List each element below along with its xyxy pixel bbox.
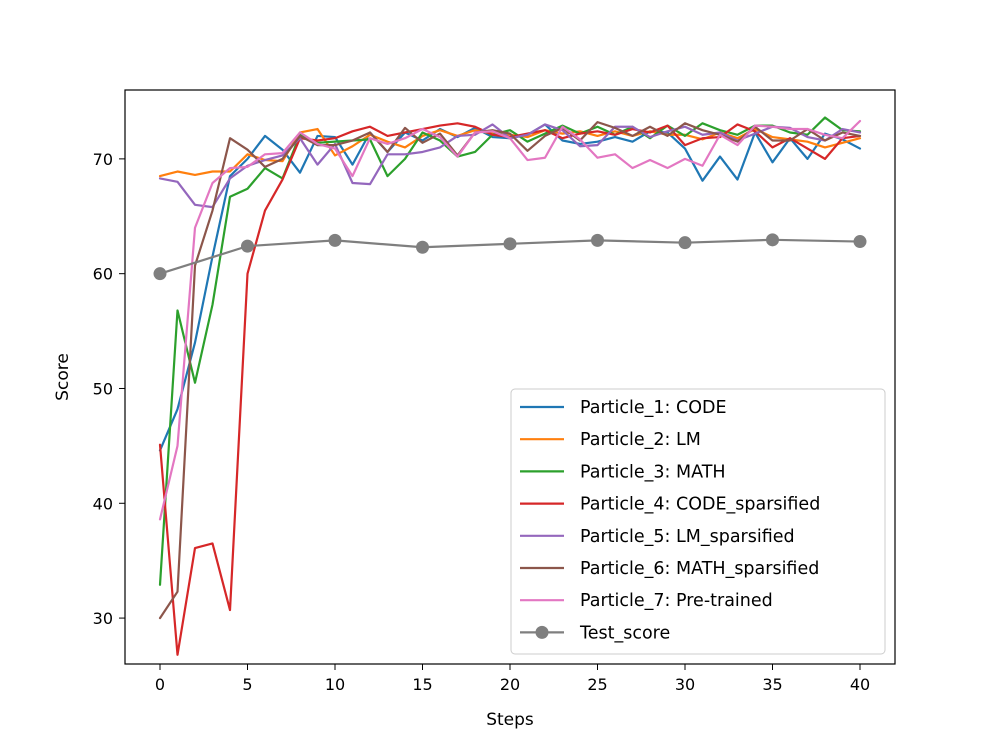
x-tick-label: 20 — [500, 675, 520, 694]
x-axis-label: Steps — [486, 710, 534, 730]
test-score-point — [591, 233, 604, 247]
series-3-line — [158, 116, 862, 586]
legend-label: Particle_1: CODE — [580, 398, 727, 418]
test-score-point — [503, 237, 517, 251]
y-axis-label: Score — [53, 353, 73, 401]
legend-label: Particle_6: MATH_sparsified — [580, 559, 819, 579]
test-score-point — [241, 239, 254, 253]
test-score-point — [328, 233, 342, 247]
x-tick-label: 0 — [155, 675, 165, 694]
x-tick-label: 35 — [762, 675, 782, 694]
legend-label: Particle_7: Pre-trained — [580, 591, 773, 611]
legend-box — [510, 388, 886, 655]
legend-label: Particle_2: LM — [580, 430, 701, 450]
y-axis: 30 40 50 60 70 — [93, 150, 125, 628]
test-score-point — [678, 236, 692, 250]
legend-marker — [535, 625, 549, 639]
legend-entries: Particle_1: CODE Particle_2: LM Particle_3… — [520, 398, 820, 643]
series-7-line — [158, 119, 862, 521]
x-tick-label: 10 — [325, 675, 345, 694]
test-score-point — [853, 235, 867, 249]
test-score-point — [416, 240, 429, 254]
test-score-point — [766, 233, 779, 247]
y-tick-label: 50 — [93, 379, 113, 398]
y-tick-label: 60 — [93, 265, 113, 284]
plot-area — [124, 89, 896, 665]
series-6-line — [158, 121, 862, 620]
series-layer — [153, 116, 867, 656]
x-tick-label: 15 — [412, 675, 432, 694]
x-tick-label: 30 — [675, 675, 695, 694]
y-tick-label: 40 — [93, 494, 113, 513]
legend-label: Particle_4: CODE_sparsified — [580, 495, 820, 515]
legend-label: Particle_3: MATH — [580, 462, 726, 482]
legend-label: Test_score — [579, 623, 670, 643]
legend: Particle_1: CODE Particle_2: LM Particle_3… — [510, 388, 886, 655]
x-tick-label: 5 — [242, 675, 252, 694]
x-tick-label: 40 — [850, 675, 870, 694]
y-tick-label: 70 — [93, 150, 113, 169]
legend-label: Particle_5: LM_sparsified — [580, 527, 795, 547]
x-tick-label: 25 — [587, 675, 607, 694]
test-score-point — [153, 267, 167, 281]
y-tick-label: 30 — [93, 609, 113, 628]
x-axis: 0 5 10 15 20 25 30 35 40 — [155, 664, 870, 694]
